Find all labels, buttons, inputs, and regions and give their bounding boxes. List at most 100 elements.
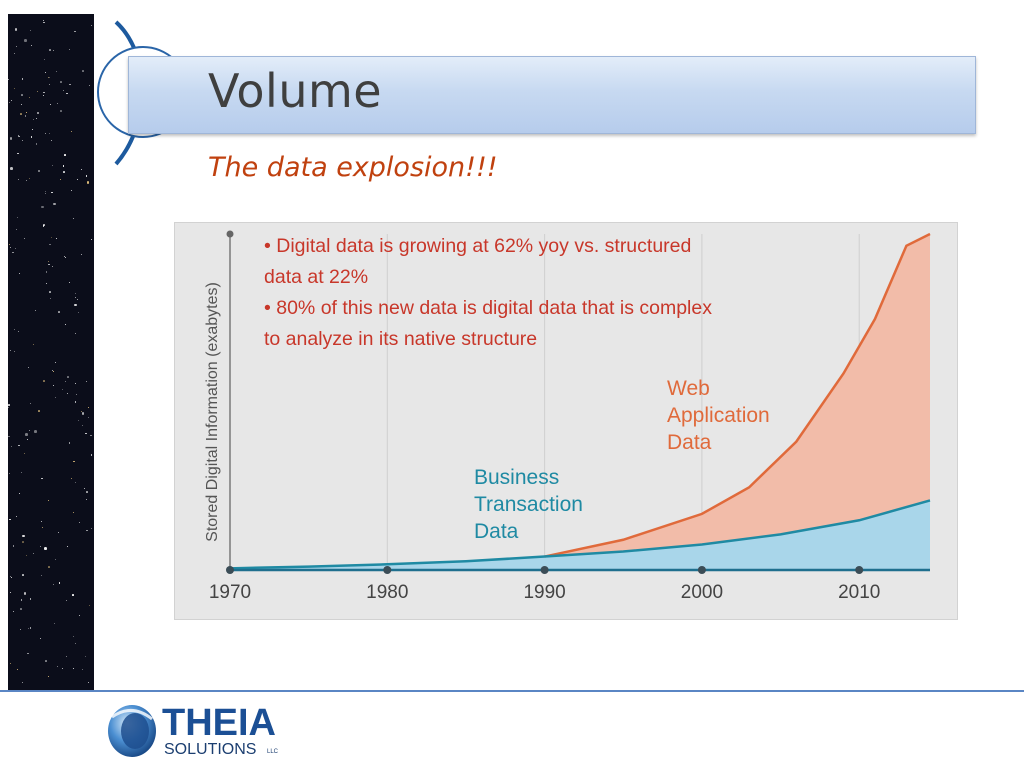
star <box>50 104 52 106</box>
star <box>60 81 62 83</box>
star <box>30 30 32 32</box>
star <box>76 393 78 395</box>
star <box>9 518 11 521</box>
star <box>14 351 16 353</box>
star <box>10 349 12 351</box>
star <box>90 238 93 241</box>
star <box>37 91 39 93</box>
star <box>27 438 29 440</box>
star <box>86 529 89 532</box>
star <box>60 110 62 112</box>
star <box>64 256 66 258</box>
star <box>88 84 90 86</box>
star <box>8 404 11 406</box>
star <box>54 622 56 624</box>
star <box>19 493 21 495</box>
star <box>39 637 42 640</box>
star <box>87 407 89 409</box>
star <box>57 666 59 668</box>
x-tick-dot-1970 <box>226 566 234 574</box>
star <box>41 477 43 480</box>
star <box>67 546 69 548</box>
star <box>24 39 27 43</box>
star <box>53 384 55 386</box>
star <box>53 584 55 586</box>
star <box>52 370 54 372</box>
star <box>88 605 90 607</box>
star <box>54 397 56 399</box>
star <box>54 362 56 364</box>
star <box>81 668 84 671</box>
series-label-line: Data <box>474 520 519 543</box>
star <box>9 137 13 141</box>
star <box>15 248 17 250</box>
star <box>13 53 15 55</box>
star <box>64 255 66 257</box>
star <box>90 527 92 529</box>
star <box>49 297 52 300</box>
star <box>90 24 92 26</box>
star <box>8 406 10 408</box>
star <box>74 30 77 33</box>
star <box>75 382 77 384</box>
star <box>49 291 51 293</box>
star <box>45 133 47 135</box>
star <box>73 635 75 637</box>
star <box>24 115 27 117</box>
star <box>42 19 44 21</box>
star <box>8 243 10 245</box>
star <box>14 88 16 90</box>
web-application-area <box>544 234 930 557</box>
star <box>8 78 10 80</box>
star <box>86 498 88 500</box>
star <box>85 381 87 383</box>
series-label-line: Business <box>474 466 559 489</box>
star <box>17 152 19 155</box>
star <box>12 251 14 254</box>
star <box>48 565 51 568</box>
star <box>22 573 24 576</box>
star <box>23 452 25 454</box>
star <box>55 238 57 240</box>
star <box>53 49 55 51</box>
star <box>29 627 32 629</box>
star <box>50 237 52 239</box>
star <box>15 46 17 48</box>
star <box>8 435 10 438</box>
star <box>31 129 33 131</box>
y-axis-label: Stored Digital Information (exabytes) <box>204 282 221 542</box>
star <box>67 376 69 379</box>
star <box>85 175 88 177</box>
star <box>21 94 23 96</box>
star <box>77 420 79 422</box>
star <box>44 191 46 193</box>
star <box>22 534 25 538</box>
star <box>44 59 46 61</box>
star <box>45 660 47 662</box>
star <box>17 669 19 671</box>
star <box>53 202 56 206</box>
star <box>68 282 70 284</box>
star <box>13 611 15 613</box>
star <box>51 165 53 167</box>
star <box>49 76 51 78</box>
star <box>35 310 37 312</box>
star <box>41 527 43 528</box>
star <box>66 655 68 657</box>
star <box>77 299 79 301</box>
star <box>64 323 66 325</box>
footer-divider <box>0 690 1024 692</box>
x-tick-label-2000: 2000 <box>681 582 723 603</box>
star <box>64 154 66 156</box>
star <box>66 600 68 602</box>
star <box>18 444 21 447</box>
star <box>72 594 74 596</box>
star <box>87 416 90 419</box>
bullet-notes: • Digital data is growing at 62% yoy vs.… <box>264 235 712 350</box>
star <box>22 139 24 141</box>
star <box>49 49 52 51</box>
star <box>21 78 24 80</box>
star <box>70 190 72 192</box>
star <box>72 217 74 219</box>
star <box>44 192 46 194</box>
